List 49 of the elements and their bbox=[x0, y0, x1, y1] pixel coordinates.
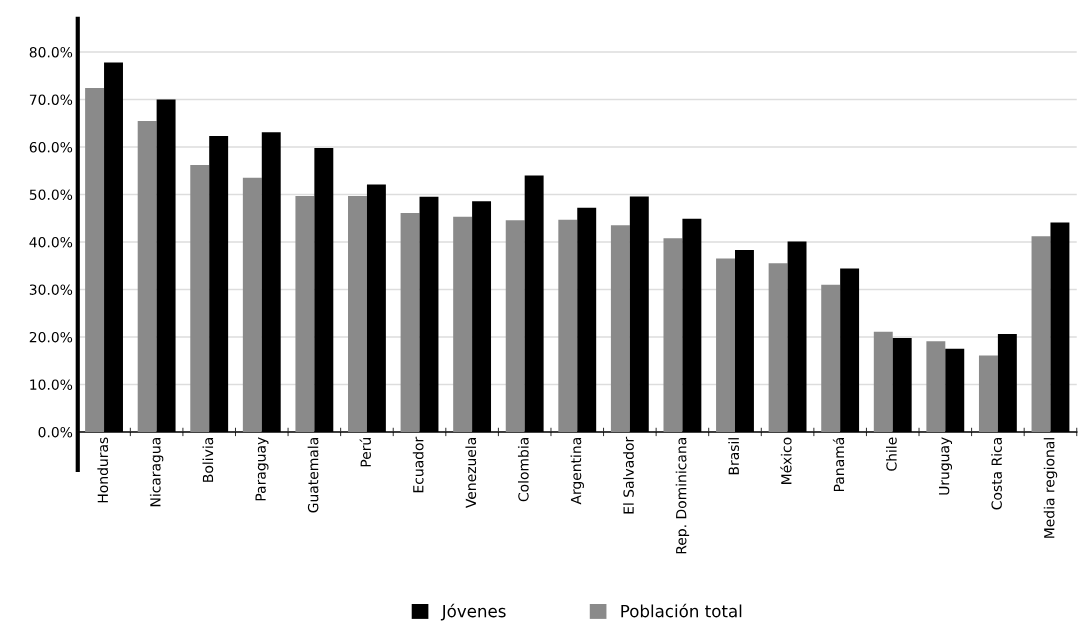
bar bbox=[610, 225, 630, 432]
bar bbox=[137, 120, 157, 432]
bar bbox=[348, 195, 367, 432]
x-tick-label: Panamá bbox=[832, 438, 845, 492]
y-tick-label: 80.0% bbox=[29, 46, 73, 58]
x-tick-label: El Salvador bbox=[623, 436, 634, 514]
x-tick-label: Bolivia bbox=[202, 438, 214, 482]
bar bbox=[768, 263, 788, 432]
x-tick-label: Uruguay bbox=[939, 437, 953, 495]
bar bbox=[663, 238, 683, 432]
y-tick-label: 20.0% bbox=[29, 331, 73, 343]
x-tick-label: Guatemala bbox=[307, 438, 319, 513]
y-tick-label: 0.0% bbox=[38, 426, 73, 438]
x-tick-label: Paraguay bbox=[255, 437, 269, 501]
legend-label: Población total bbox=[621, 603, 742, 618]
x-tick-label: Brasil bbox=[728, 438, 740, 475]
x-tick-label: Nicaragua bbox=[149, 438, 164, 507]
bar bbox=[716, 258, 735, 432]
x-tick-label: Costa Rica bbox=[991, 438, 1002, 510]
x-tick-label: Ecuador bbox=[412, 436, 424, 493]
bar bbox=[453, 216, 473, 432]
x-tick-label: Venezuela bbox=[465, 438, 477, 509]
x-tick-label: Chile bbox=[886, 437, 897, 471]
bar bbox=[1031, 236, 1051, 432]
y-tick-label: 50.0% bbox=[29, 189, 73, 200]
bar bbox=[978, 355, 998, 432]
y-tick-label: 70.0% bbox=[29, 94, 73, 105]
y-tick-label: 10.0% bbox=[30, 379, 73, 390]
x-tick-label: Perú bbox=[359, 438, 371, 467]
bar bbox=[190, 165, 210, 432]
x-tick-label: Media regional bbox=[1043, 438, 1058, 538]
y-tick-label: 30.0% bbox=[29, 284, 73, 295]
x-tick-label: Honduras bbox=[97, 437, 109, 503]
bar bbox=[873, 331, 893, 432]
bar bbox=[242, 177, 262, 432]
bar bbox=[558, 219, 578, 432]
x-tick-label: México bbox=[780, 437, 792, 484]
x-tick-label: Rep. Dominicana bbox=[675, 438, 690, 554]
x-tick-label: Argentina bbox=[570, 438, 584, 505]
y-tick-label: 60.0% bbox=[29, 141, 73, 153]
bar bbox=[505, 220, 525, 432]
bar bbox=[295, 195, 315, 432]
bar bbox=[821, 284, 841, 432]
bar bbox=[85, 88, 105, 432]
bar bbox=[926, 341, 946, 432]
y-tick-label: 40.0% bbox=[29, 236, 73, 248]
bar bbox=[400, 213, 420, 432]
x-tick-label: Colombia bbox=[517, 438, 529, 502]
legend-label: Jóvenes bbox=[440, 603, 506, 621]
